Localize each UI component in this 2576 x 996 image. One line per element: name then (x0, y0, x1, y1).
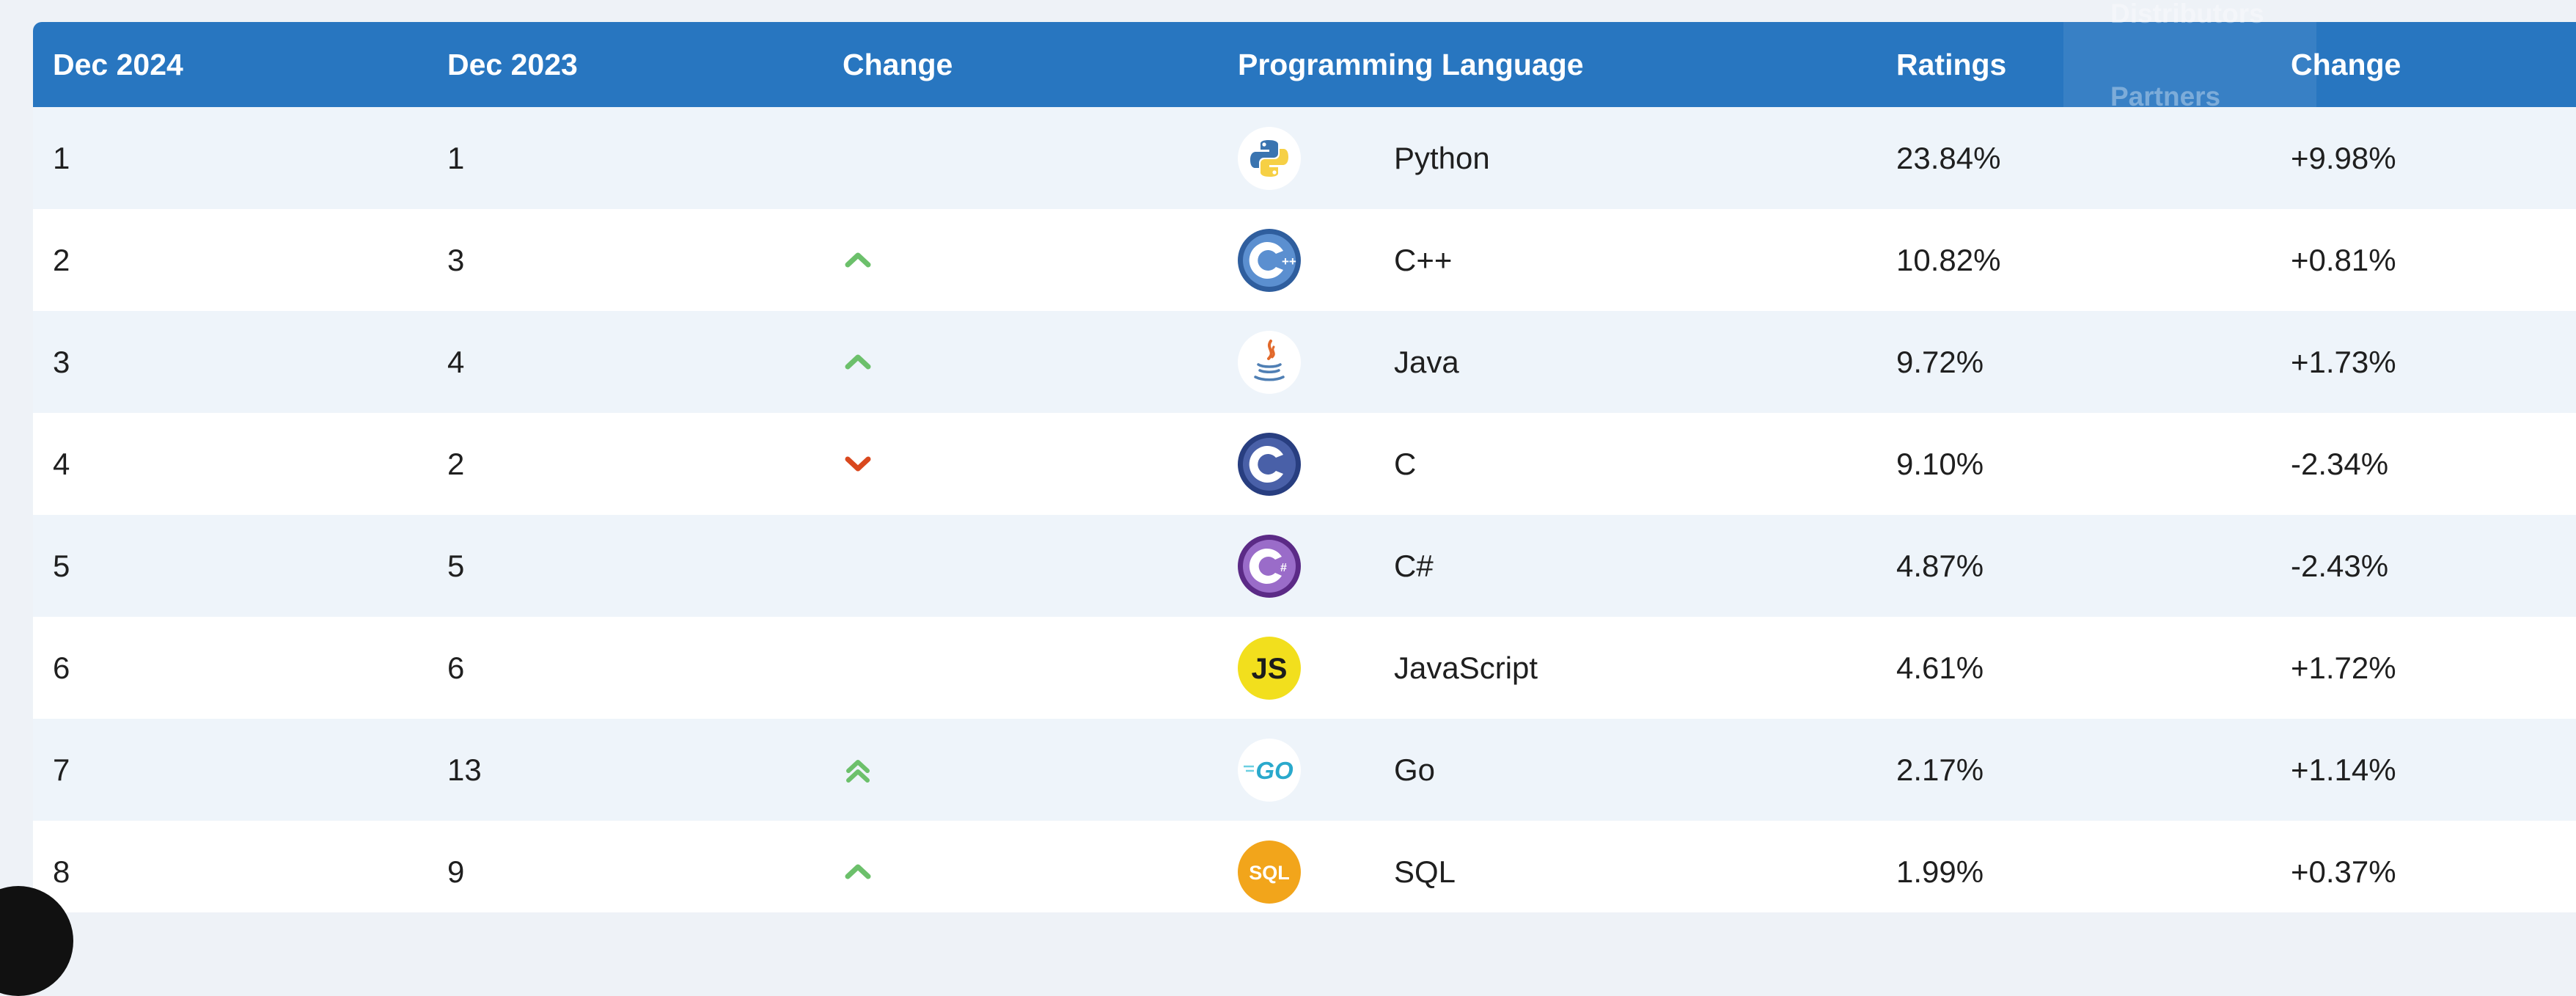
sql-logo-icon: SQL (1238, 841, 1301, 904)
python-logo-icon (1238, 127, 1301, 190)
table-row: 4 2 C 9.10% -2.34% (33, 413, 2576, 515)
menu-item-distributors[interactable]: Distributors (2110, 0, 2264, 29)
svg-text:GO: GO (1255, 757, 1293, 784)
language-name[interactable]: Python (1394, 141, 1490, 175)
language-name[interactable]: C++ (1394, 243, 1453, 277)
rank-prev: 9 (447, 854, 465, 889)
rank-now: 8 (53, 854, 70, 889)
change-value: -2.43% (2291, 549, 2389, 583)
rank-now: 4 (53, 447, 70, 481)
table-row: 3 4 Java 9.72% +1.73% (33, 311, 2576, 413)
table-row: 6 6 JS JavaScript 4.61% +1.72% (33, 617, 2576, 719)
rank-now: 7 (53, 753, 70, 787)
table-row: 1 1 Python 23.84% +9.98% (33, 107, 2576, 209)
svg-text:++: ++ (1282, 255, 1296, 268)
rank-now: 3 (53, 345, 70, 379)
header-programming-language[interactable]: Programming Language (1238, 48, 1584, 81)
csharp-logo-icon: # (1238, 535, 1301, 598)
rank-prev: 1 (447, 141, 465, 175)
cpp-logo-icon: ++ (1238, 229, 1301, 292)
svg-text:JS: JS (1252, 653, 1288, 685)
language-name[interactable]: JavaScript (1394, 651, 1538, 685)
header-ratings[interactable]: Ratings (1896, 48, 2007, 81)
rank-now: 6 (53, 651, 70, 685)
table-row: 5 5 # C# 4.87% -2.43% (33, 515, 2576, 617)
table-row: 2 3 ++ C++ 10.82% +0.81% (33, 209, 2576, 311)
change-value: -2.34% (2291, 447, 2389, 481)
rating-value: 1.99% (1896, 854, 1984, 889)
nav-dropdown-ghost (2063, 22, 2316, 107)
rank-prev: 3 (447, 243, 465, 277)
rank-prev: 6 (447, 651, 465, 685)
rating-value: 10.82% (1896, 243, 2001, 277)
svg-text:SQL: SQL (1249, 862, 1290, 884)
rating-value: 9.10% (1896, 447, 1984, 481)
header-dec-2023[interactable]: Dec 2023 (447, 48, 578, 81)
trend-up-icon (845, 864, 871, 879)
language-name[interactable]: Java (1394, 345, 1459, 379)
trend-down-icon (845, 456, 871, 472)
rating-value: 9.72% (1896, 345, 1984, 379)
rating-value: 4.87% (1896, 549, 1984, 583)
change-value: +1.14% (2291, 753, 2396, 787)
change-value: +1.73% (2291, 345, 2396, 379)
header-change[interactable]: Change (843, 48, 953, 81)
change-value: +0.81% (2291, 243, 2396, 277)
language-name[interactable]: C# (1394, 549, 1434, 583)
rank-now: 1 (53, 141, 70, 175)
change-value: +9.98% (2291, 141, 2396, 175)
rank-prev: 4 (447, 345, 465, 379)
rank-prev: 13 (447, 753, 482, 787)
java-logo-icon (1238, 331, 1301, 394)
javascript-logo-icon: JS (1238, 637, 1301, 700)
rank-prev: 2 (447, 447, 465, 481)
rating-value: 4.61% (1896, 651, 1984, 685)
rank-now: 5 (53, 549, 70, 583)
change-value: +1.72% (2291, 651, 2396, 685)
language-ranking-table: Dec 2024 Dec 2023 Change Programming Lan… (33, 22, 2576, 912)
trend-up-icon (845, 252, 871, 268)
language-name[interactable]: SQL (1394, 854, 1456, 889)
header-change-percent[interactable]: Change (2291, 48, 2401, 81)
language-name[interactable]: C (1394, 447, 1417, 481)
table-header: Dec 2024 Dec 2023 Change Programming Lan… (33, 22, 2576, 107)
go-logo-icon: GO (1238, 739, 1301, 802)
header-dec-2024[interactable]: Dec 2024 (53, 48, 183, 81)
svg-text:#: # (1280, 562, 1287, 574)
rank-now: 2 (53, 243, 70, 277)
menu-item-partners[interactable]: Partners (2110, 81, 2221, 111)
language-name[interactable]: Go (1394, 753, 1436, 787)
rank-prev: 5 (447, 549, 465, 583)
table-row: 7 13 GO Go 2.17% +1.14% (33, 719, 2576, 821)
c-logo-icon (1238, 433, 1301, 496)
rating-value: 2.17% (1896, 753, 1984, 787)
rating-value: 23.84% (1896, 141, 2001, 175)
trend-double-up-icon (846, 760, 870, 783)
trend-up-icon (845, 354, 871, 370)
table-row: 8 9 SQL SQL 1.99% +0.37% (33, 821, 2576, 912)
change-value: +0.37% (2291, 854, 2396, 889)
